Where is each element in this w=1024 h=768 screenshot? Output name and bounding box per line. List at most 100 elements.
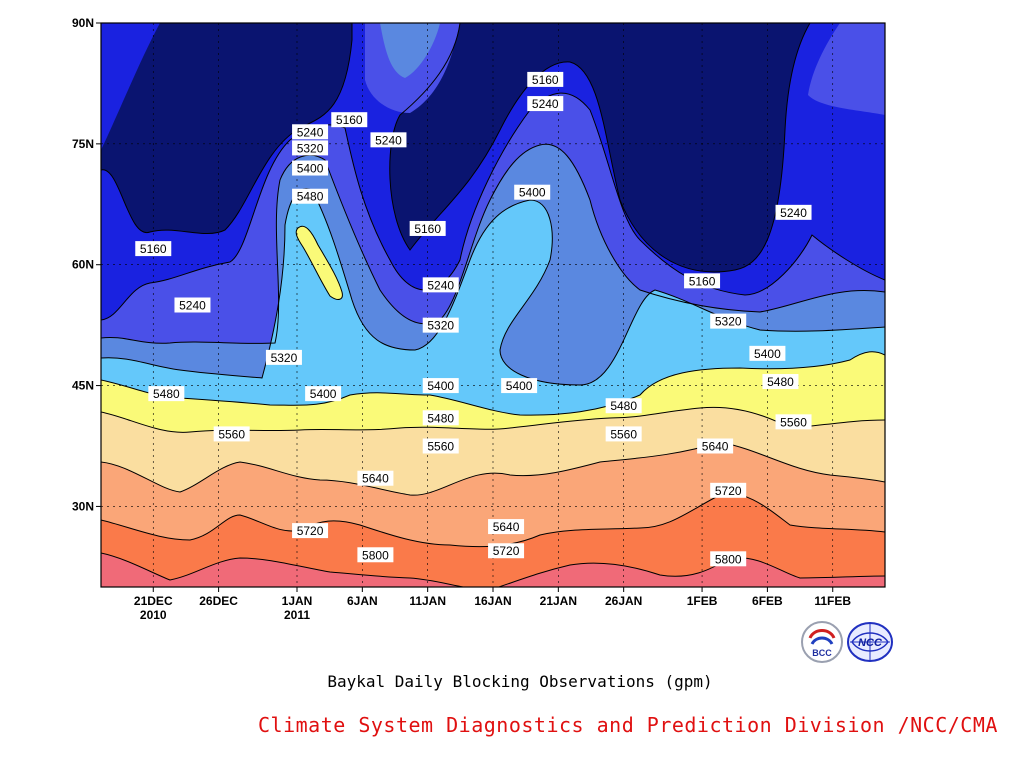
- contour-label: 5480: [610, 399, 637, 413]
- contour-label-bg: [357, 470, 394, 486]
- contour-label-bg: [527, 71, 564, 87]
- bcc-logo-text: BCC: [812, 648, 832, 658]
- contour-label-bg: [265, 349, 302, 365]
- x-tick-label: 1FEB: [687, 594, 718, 608]
- x-tick-label: 16JAN: [474, 594, 511, 608]
- contour-line-5240: [101, 92, 885, 321]
- contour-label-bg: [292, 140, 329, 156]
- contour-label: 5400: [310, 387, 337, 401]
- chart-caption: Baykal Daily Blocking Observations (gpm): [327, 672, 713, 691]
- contour-label-bg: [697, 438, 734, 454]
- contour-label-bg: [710, 313, 747, 329]
- x-tick-label: 21JAN: [540, 594, 577, 608]
- x-tick-label: 1JAN: [282, 594, 313, 608]
- contour-label-bg: [488, 543, 525, 559]
- contour-label-bg: [514, 184, 551, 200]
- contour-label: 5160: [336, 113, 363, 127]
- contour-label-bg: [292, 124, 329, 140]
- x-tick-label: 6FEB: [752, 594, 783, 608]
- contour-label: 5240: [427, 278, 454, 292]
- contour-label: 5720: [493, 544, 520, 558]
- y-tick-label: 30N: [72, 499, 94, 513]
- bcc-logo: BCC: [801, 621, 843, 663]
- contour-label: 5640: [362, 472, 389, 486]
- contour-label-bg: [488, 519, 525, 535]
- contour-label: 5560: [610, 427, 637, 441]
- contour-label-bg: [292, 160, 329, 176]
- band-5240-5320-upper-right: [808, 23, 885, 115]
- contour-label: 5560: [427, 440, 454, 454]
- contour-line-5480: [101, 351, 885, 416]
- contour-label-bg: [292, 523, 329, 539]
- contour-label: 5160: [689, 274, 716, 288]
- contour-label-bg: [135, 241, 172, 257]
- x-tick-label: 26JAN: [605, 594, 642, 608]
- contour-label-bg: [409, 220, 446, 236]
- contour-label-bg: [762, 374, 799, 390]
- contour-labels: 5160 5240 5480 5560 5160 5240 5320 5400 5480 5320…: [135, 71, 812, 567]
- y-tick-label: 60N: [72, 258, 94, 272]
- contour-label: 5800: [362, 548, 389, 562]
- band-5160-5240-left: [101, 23, 160, 150]
- contour-line-5160: [101, 23, 811, 273]
- contour-label-bg: [501, 378, 538, 394]
- contour-label-bg: [775, 414, 812, 430]
- contour-label-bg: [710, 551, 747, 567]
- contour-label-bg: [775, 204, 812, 220]
- contour-label-bg: [331, 112, 368, 128]
- contour-label: 5160: [414, 222, 441, 236]
- contour-label: 5400: [754, 347, 781, 361]
- contour-label-bg: [422, 438, 459, 454]
- band-5320-5400-upper: [380, 23, 440, 78]
- contour-label: 5480: [297, 190, 324, 204]
- contour-label: 5640: [493, 520, 520, 534]
- x-tick-year-label: 2010: [140, 608, 167, 622]
- contour-label-bg: [749, 345, 786, 361]
- contour-label: 5320: [271, 351, 298, 365]
- contour-label: 5160: [532, 73, 559, 87]
- contour-label: 5160: [140, 242, 167, 256]
- contour-label-bg: [527, 96, 564, 112]
- contour-label: 5320: [427, 319, 454, 333]
- contour-label-bg: [422, 277, 459, 293]
- x-tick-label: 11JAN: [409, 594, 446, 608]
- contour-label-bg: [174, 297, 211, 313]
- ncc-logo-text: NCC: [858, 637, 883, 649]
- y-tick-label: 45N: [72, 379, 94, 393]
- band-gt-5800: [101, 553, 885, 587]
- contour-label-bg: [422, 410, 459, 426]
- contour-label-bg: [370, 132, 407, 148]
- contour-label: 5560: [218, 427, 245, 441]
- contour-lines: [101, 23, 885, 587]
- contour-label: 5400: [506, 379, 533, 393]
- credit-line: Climate System Diagnostics and Predictio…: [258, 713, 998, 737]
- contour-line-5400: [101, 188, 885, 386]
- contour-label-bg: [684, 273, 721, 289]
- contour-label-bg: [292, 188, 329, 204]
- contour-label-bg: [605, 398, 642, 414]
- contour-label-bg: [148, 386, 185, 402]
- blob-gt-5480: [295, 225, 343, 300]
- x-tick-label: 11FEB: [814, 594, 851, 608]
- contour-label: 5240: [532, 97, 559, 111]
- contour-label: 5480: [427, 411, 454, 425]
- y-tick-label: 75N: [72, 137, 94, 151]
- y-axis: 90N 75N 60N 45N 30N: [72, 16, 101, 513]
- x-tick-label: 21DEC: [134, 594, 173, 608]
- contour-label: 5400: [297, 162, 324, 176]
- contour-label-bg: [305, 386, 342, 402]
- contour-line-5720: [101, 493, 885, 548]
- contour-label-bg: [357, 547, 394, 563]
- contour-label-bg: [213, 426, 250, 442]
- x-tick-label: 6JAN: [347, 594, 378, 608]
- x-tick-year-label: 2011: [284, 608, 310, 622]
- x-tick-label: 26DEC: [199, 594, 238, 608]
- contour-label-bg: [422, 317, 459, 333]
- contour-line-5640: [101, 441, 885, 496]
- contour-label: 5480: [153, 387, 180, 401]
- y-tick-label: 90N: [72, 16, 94, 30]
- contour-label: 5480: [767, 375, 794, 389]
- contour-label: 5800: [715, 552, 742, 566]
